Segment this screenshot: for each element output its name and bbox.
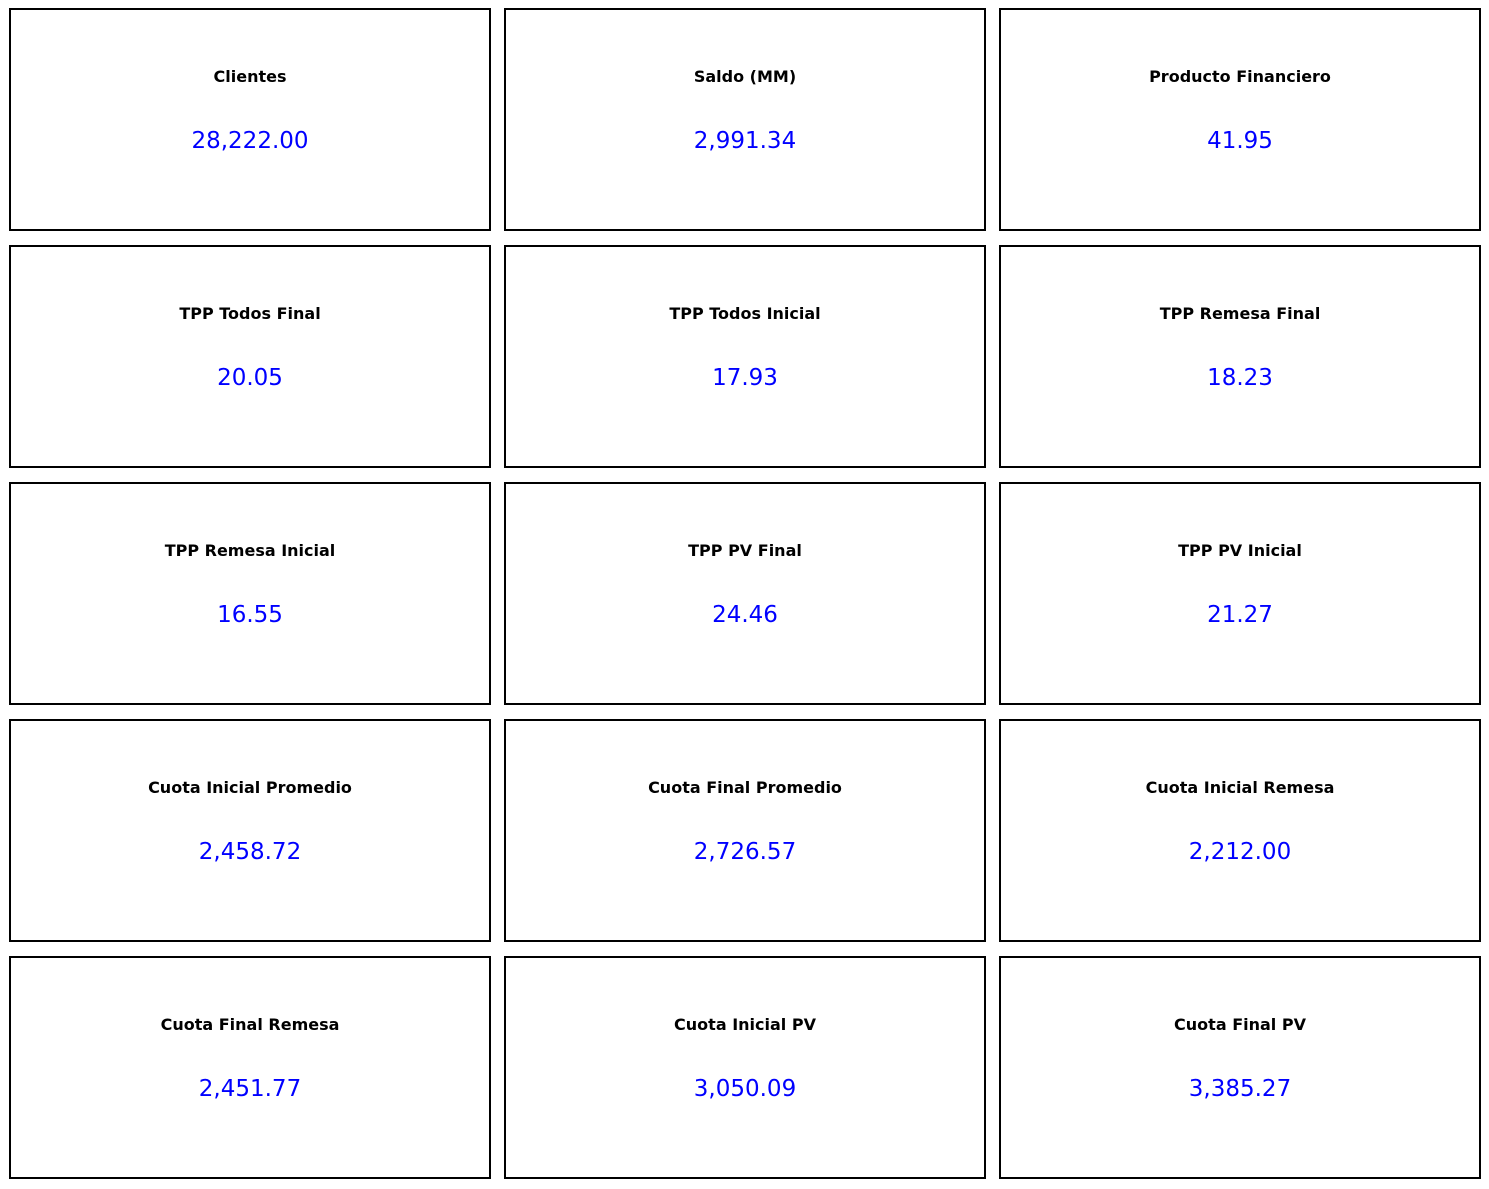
kpi-value: 24.46 [712,602,778,628]
kpi-value: 3,385.27 [1188,1076,1292,1102]
kpi-value: 2,991.34 [693,128,797,154]
kpi-grid: Clientes 28,222.00 Saldo (MM) 2,991.34 P… [9,8,1481,1179]
kpi-label: TPP Todos Inicial [669,304,821,323]
kpi-value: 18.23 [1207,365,1273,391]
kpi-card-producto-financiero: Producto Financiero 41.95 [999,8,1481,231]
kpi-value: 16.55 [217,602,283,628]
kpi-label: Cuota Final PV [1174,1015,1306,1034]
kpi-label: Cuota Inicial PV [674,1015,816,1034]
kpi-value: 20.05 [217,365,283,391]
kpi-value: 2,726.57 [693,839,797,865]
kpi-value: 3,050.09 [693,1076,797,1102]
kpi-card-clientes: Clientes 28,222.00 [9,8,491,231]
kpi-card-tpp-todos-final: TPP Todos Final 20.05 [9,245,491,468]
kpi-card-cuota-inicial-pv: Cuota Inicial PV 3,050.09 [504,956,986,1179]
kpi-label: Cuota Final Remesa [160,1015,340,1034]
kpi-label: TPP Todos Final [179,304,321,323]
kpi-card-tpp-remesa-final: TPP Remesa Final 18.23 [999,245,1481,468]
kpi-card-saldo: Saldo (MM) 2,991.34 [504,8,986,231]
kpi-value: 28,222.00 [191,128,309,154]
kpi-value: 2,212.00 [1188,839,1292,865]
kpi-label: TPP PV Inicial [1178,541,1302,560]
kpi-label: TPP PV Final [688,541,802,560]
kpi-value: 2,451.77 [198,1076,302,1102]
kpi-card-cuota-inicial-promedio: Cuota Inicial Promedio 2,458.72 [9,719,491,942]
kpi-label: Cuota Inicial Remesa [1145,778,1335,797]
kpi-card-cuota-inicial-remesa: Cuota Inicial Remesa 2,212.00 [999,719,1481,942]
kpi-card-cuota-final-promedio: Cuota Final Promedio 2,726.57 [504,719,986,942]
kpi-label: Cuota Inicial Promedio [148,778,352,797]
kpi-value: 21.27 [1207,602,1273,628]
kpi-card-cuota-final-pv: Cuota Final PV 3,385.27 [999,956,1481,1179]
kpi-card-tpp-pv-final: TPP PV Final 24.46 [504,482,986,705]
kpi-value: 17.93 [712,365,778,391]
kpi-label: Saldo (MM) [693,67,797,86]
kpi-card-tpp-todos-inicial: TPP Todos Inicial 17.93 [504,245,986,468]
kpi-card-tpp-remesa-inicial: TPP Remesa Inicial 16.55 [9,482,491,705]
kpi-value: 2,458.72 [198,839,302,865]
kpi-label: Cuota Final Promedio [648,778,842,797]
kpi-label: Clientes [213,67,287,86]
kpi-label: Producto Financiero [1149,67,1331,86]
kpi-card-tpp-pv-inicial: TPP PV Inicial 21.27 [999,482,1481,705]
kpi-value: 41.95 [1207,128,1273,154]
kpi-label: TPP Remesa Inicial [164,541,336,560]
kpi-label: TPP Remesa Final [1159,304,1321,323]
kpi-card-cuota-final-remesa: Cuota Final Remesa 2,451.77 [9,956,491,1179]
